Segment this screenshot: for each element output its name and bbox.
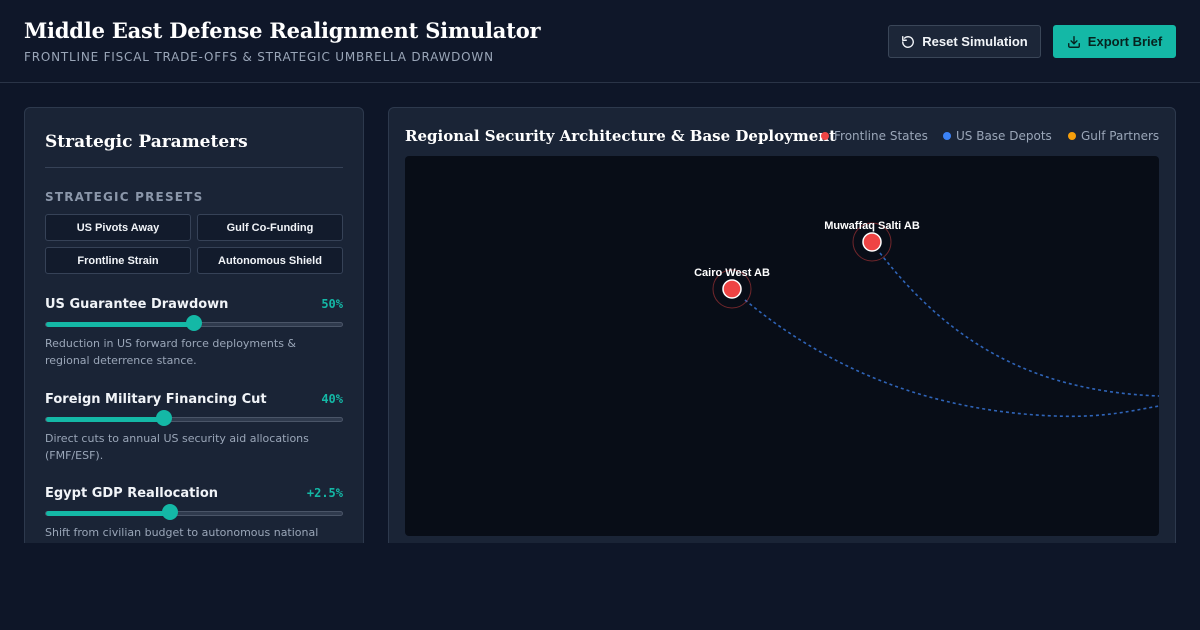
legend-frontline-states: Frontline States bbox=[821, 129, 928, 143]
app-header: Middle East Defense Realignment Simulato… bbox=[0, 0, 1200, 83]
foreign-military-financing-cut-slider[interactable] bbox=[45, 417, 343, 422]
legend-label: Gulf Partners bbox=[1081, 129, 1160, 143]
cairo-node bbox=[722, 279, 742, 299]
regional-security-map-panel: Regional Security Architecture & Base De… bbox=[388, 107, 1176, 567]
strategic-parameters-panel: Strategic Parameters STRATEGIC PRESETS U… bbox=[24, 107, 364, 567]
slider-fill bbox=[46, 511, 171, 516]
gulf-legend-dot bbox=[1068, 132, 1076, 140]
param-value: +2.5% bbox=[306, 486, 343, 500]
export-brief-button[interactable]: Export Brief bbox=[1053, 25, 1176, 58]
node-label-muwaffaq-salti-ab: Muwaffaq Salti AB bbox=[824, 220, 920, 232]
param-name: Foreign Military Financing Cut bbox=[45, 392, 267, 407]
download-icon bbox=[1067, 35, 1081, 49]
map-links bbox=[712, 222, 1159, 418]
panel-title: Strategic Parameters bbox=[45, 132, 248, 152]
legend-us-base-depots: US Base Depots bbox=[943, 129, 1052, 143]
param-value: 40% bbox=[321, 392, 343, 406]
reset-simulation-label: Reset Simulation bbox=[922, 34, 1028, 49]
param-name: US Guarantee Drawdown bbox=[45, 297, 229, 312]
cairo-ring bbox=[712, 269, 752, 309]
legend-label: US Base Depots bbox=[956, 129, 1052, 143]
slider-thumb[interactable] bbox=[156, 410, 172, 426]
slider-thumb[interactable] bbox=[186, 315, 202, 331]
us-base-legend-dot bbox=[943, 132, 951, 140]
slider-fill bbox=[46, 322, 195, 327]
panel-divider bbox=[45, 167, 343, 168]
slider-thumb[interactable] bbox=[162, 504, 178, 520]
supply-link-cairo bbox=[744, 299, 1159, 418]
map-canvas[interactable]: Muwaffaq Salti AB Cairo West AB bbox=[405, 156, 1159, 536]
app-subtitle: FRONTLINE FISCAL TRADE-OFFS & STRATEGIC … bbox=[24, 50, 494, 64]
export-brief-label: Export Brief bbox=[1087, 34, 1163, 49]
slider-fill bbox=[46, 417, 165, 422]
egypt-gdp-reallocation-slider[interactable] bbox=[45, 511, 343, 516]
param-description: Reduction in US forward force deployment… bbox=[45, 337, 297, 367]
legend-gulf-partners: Gulf Partners bbox=[1068, 129, 1159, 143]
reset-simulation-button[interactable]: Reset Simulation bbox=[888, 25, 1041, 58]
param-name: Egypt GDP Reallocation bbox=[45, 486, 218, 501]
node-label-cairo-west-ab: Cairo West AB bbox=[694, 267, 770, 279]
param-value: 50% bbox=[321, 297, 343, 311]
supply-link-muwaffaq bbox=[879, 252, 1159, 397]
page-bottom-area bbox=[0, 543, 1200, 630]
param-description: Direct cuts to annual US security aid al… bbox=[45, 432, 309, 462]
preset-autonomous-shield[interactable]: Autonomous Shield bbox=[197, 247, 343, 274]
preset-us-pivots-away[interactable]: US Pivots Away bbox=[45, 214, 191, 241]
presets-label: STRATEGIC PRESETS bbox=[45, 190, 204, 204]
param-description: Shift from civilian budget to autonomous… bbox=[45, 526, 319, 539]
map-title: Regional Security Architecture & Base De… bbox=[405, 127, 837, 145]
refresh-icon bbox=[901, 35, 915, 49]
app-title: Middle East Defense Realignment Simulato… bbox=[24, 18, 541, 43]
frontline-legend-dot bbox=[821, 132, 829, 140]
preset-gulf-co-funding[interactable]: Gulf Co-Funding bbox=[197, 214, 343, 241]
preset-frontline-strain[interactable]: Frontline Strain bbox=[45, 247, 191, 274]
muwaffaq-ring bbox=[852, 222, 892, 262]
muwaffaq-node bbox=[862, 232, 882, 252]
legend-label: Frontline States bbox=[834, 129, 928, 143]
